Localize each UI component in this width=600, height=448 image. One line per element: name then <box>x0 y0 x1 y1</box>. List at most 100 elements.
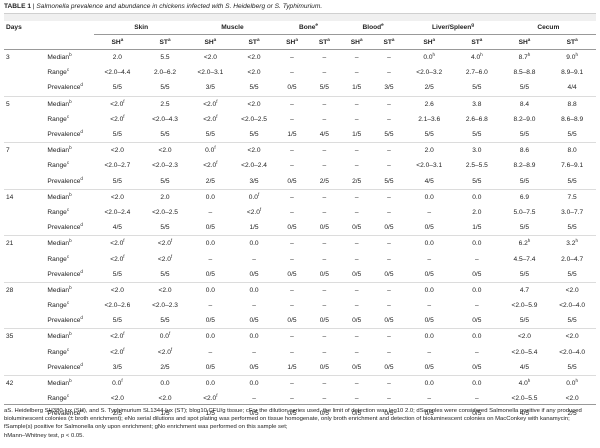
value-cell: – <box>373 143 406 159</box>
cell-value: 0/5 <box>352 363 362 371</box>
value-cell: <2.0 <box>501 329 549 345</box>
cell-value: – <box>387 348 391 356</box>
value-cell: 2/5 <box>548 406 596 421</box>
value-cell: – <box>341 50 373 66</box>
row-label-text: Median <box>47 193 70 201</box>
cell-value: 0/5 <box>424 224 434 232</box>
value-cell: 2/5 <box>307 173 341 190</box>
value-cell: – <box>308 391 341 406</box>
cell-footnote-mark: f <box>214 145 216 151</box>
cell-value: 5/5 <box>160 177 170 185</box>
cell-value: <2.0 <box>110 255 124 263</box>
cell-value: – <box>354 54 359 62</box>
cell-value: 4.5–7.4 <box>513 255 536 263</box>
value-cell: 0/5 <box>188 220 232 237</box>
value-cell: 0.0 <box>189 375 232 391</box>
cell-value: 5/5 <box>472 131 482 139</box>
cell-value: <2.0 <box>110 147 124 155</box>
row-label: Medianb <box>41 189 93 205</box>
cell-value: – <box>387 208 391 216</box>
row-footnote-mark: c <box>66 346 70 352</box>
cell-value: 4/5 <box>519 410 530 418</box>
value-cell: – <box>276 391 308 406</box>
row-footnote-mark: d <box>80 129 83 135</box>
cell-footnote-mark: f <box>216 113 218 119</box>
cell-value: 6.9 <box>519 193 530 201</box>
cell-value: 5/5 <box>384 131 394 139</box>
day-cell: 21 <box>6 240 14 248</box>
strain-label: ST <box>471 38 480 46</box>
value-cell: 5/5 <box>188 126 232 144</box>
row-label-text: Range <box>47 302 67 310</box>
row-label-text: Median <box>47 240 70 248</box>
value-cell: – <box>373 345 406 360</box>
value-cell: <2.0–3.1 <box>405 158 453 173</box>
row-label-text: Prevalence <box>47 131 81 139</box>
cell-value: 0.0 <box>112 380 122 388</box>
cell-value: – <box>322 162 327 170</box>
table-container: TABLE 1 | Salmonella prevalence and abun… <box>4 2 596 422</box>
value-cell: 2.5–5.5 <box>453 158 501 173</box>
value-cell: 5/5 <box>548 220 596 237</box>
row-label: Rangec <box>41 158 93 173</box>
cell-value: <2.0 <box>203 115 217 123</box>
value-cell: – <box>276 282 308 298</box>
value-cell: 5/5 <box>141 220 189 237</box>
cell-value: 0.0 <box>472 286 482 294</box>
cell-value: 0/5 <box>287 410 297 418</box>
cell-value: – <box>354 162 359 170</box>
value-cell: 2.0 <box>141 189 189 205</box>
table-row: Prevalenced 2/5 1/5 1/5 0/5 0/5 0/5 0/5 0/5 0/5 0/… <box>4 406 596 421</box>
value-cell: 0/5 <box>276 406 308 421</box>
strain-label: SH <box>111 38 121 46</box>
value-cell: <2.0f <box>94 96 142 112</box>
value-cell: 1/5 <box>276 126 308 144</box>
cell-value: 0.0 <box>472 333 482 341</box>
value-cell: <2.0f <box>94 251 142 266</box>
cell-value: <2.0 <box>203 54 217 62</box>
value-cell: – <box>276 205 308 220</box>
value-cell: 0/5 <box>307 220 341 237</box>
cell-value: 1/5 <box>287 131 297 139</box>
cell-value: <2.0 <box>110 240 124 248</box>
cell-value: – <box>354 333 359 341</box>
day-cell: 35 <box>6 333 14 341</box>
cell-footnote-mark: f <box>257 191 260 197</box>
value-cell: – <box>373 282 406 298</box>
cell-value: 0.0 <box>205 147 215 155</box>
value-cell: 5/5 <box>500 266 549 283</box>
strain-header: SHa <box>500 34 549 50</box>
cell-value: 5/5 <box>112 177 122 185</box>
value-cell: <2.0 <box>141 143 189 159</box>
cell-footnote-mark: f <box>216 98 218 104</box>
data-table: Days Skin Muscle Bonee Bloode Liver/Spleeng Ce… <box>4 21 596 422</box>
table-top-rule <box>4 13 596 21</box>
cell-value: 2/5 <box>424 84 434 92</box>
day-cell: 5 <box>6 100 10 108</box>
cell-value: 0.0 <box>249 286 259 294</box>
cell-value: – <box>354 193 359 201</box>
strain-footnote-mark: a <box>213 36 217 42</box>
cell-value: <2.0–5.9 <box>511 302 538 310</box>
value-cell: 5/5 <box>93 80 142 97</box>
cell-value: – <box>354 240 359 248</box>
label-header <box>41 21 93 35</box>
cell-value: – <box>290 162 294 170</box>
value-cell: <2.0 <box>232 50 276 66</box>
cell-value: 8.2–9.0 <box>513 115 536 123</box>
value-cell: – <box>232 251 276 266</box>
table-row: 28 Medianb <2.0 <2.0 0.0 0.0 – – – – 0.0 0.0 4.7 <2.0 <box>4 282 596 298</box>
cell-value: – <box>427 255 432 263</box>
value-cell: 5/5 <box>93 313 142 330</box>
row-label: Medianb <box>41 329 93 345</box>
cell-value: – <box>354 100 359 108</box>
cell-value: – <box>322 115 327 123</box>
row-label: Rangec <box>41 205 93 220</box>
value-cell: – <box>341 345 373 360</box>
row-footnote-mark: c <box>66 113 70 119</box>
cell-value: 0/5 <box>205 270 215 278</box>
cell-value: <2.0–4.3 <box>152 115 178 123</box>
cell-value: – <box>387 193 391 201</box>
cell-value: – <box>387 54 391 62</box>
cell-value: – <box>252 255 256 263</box>
